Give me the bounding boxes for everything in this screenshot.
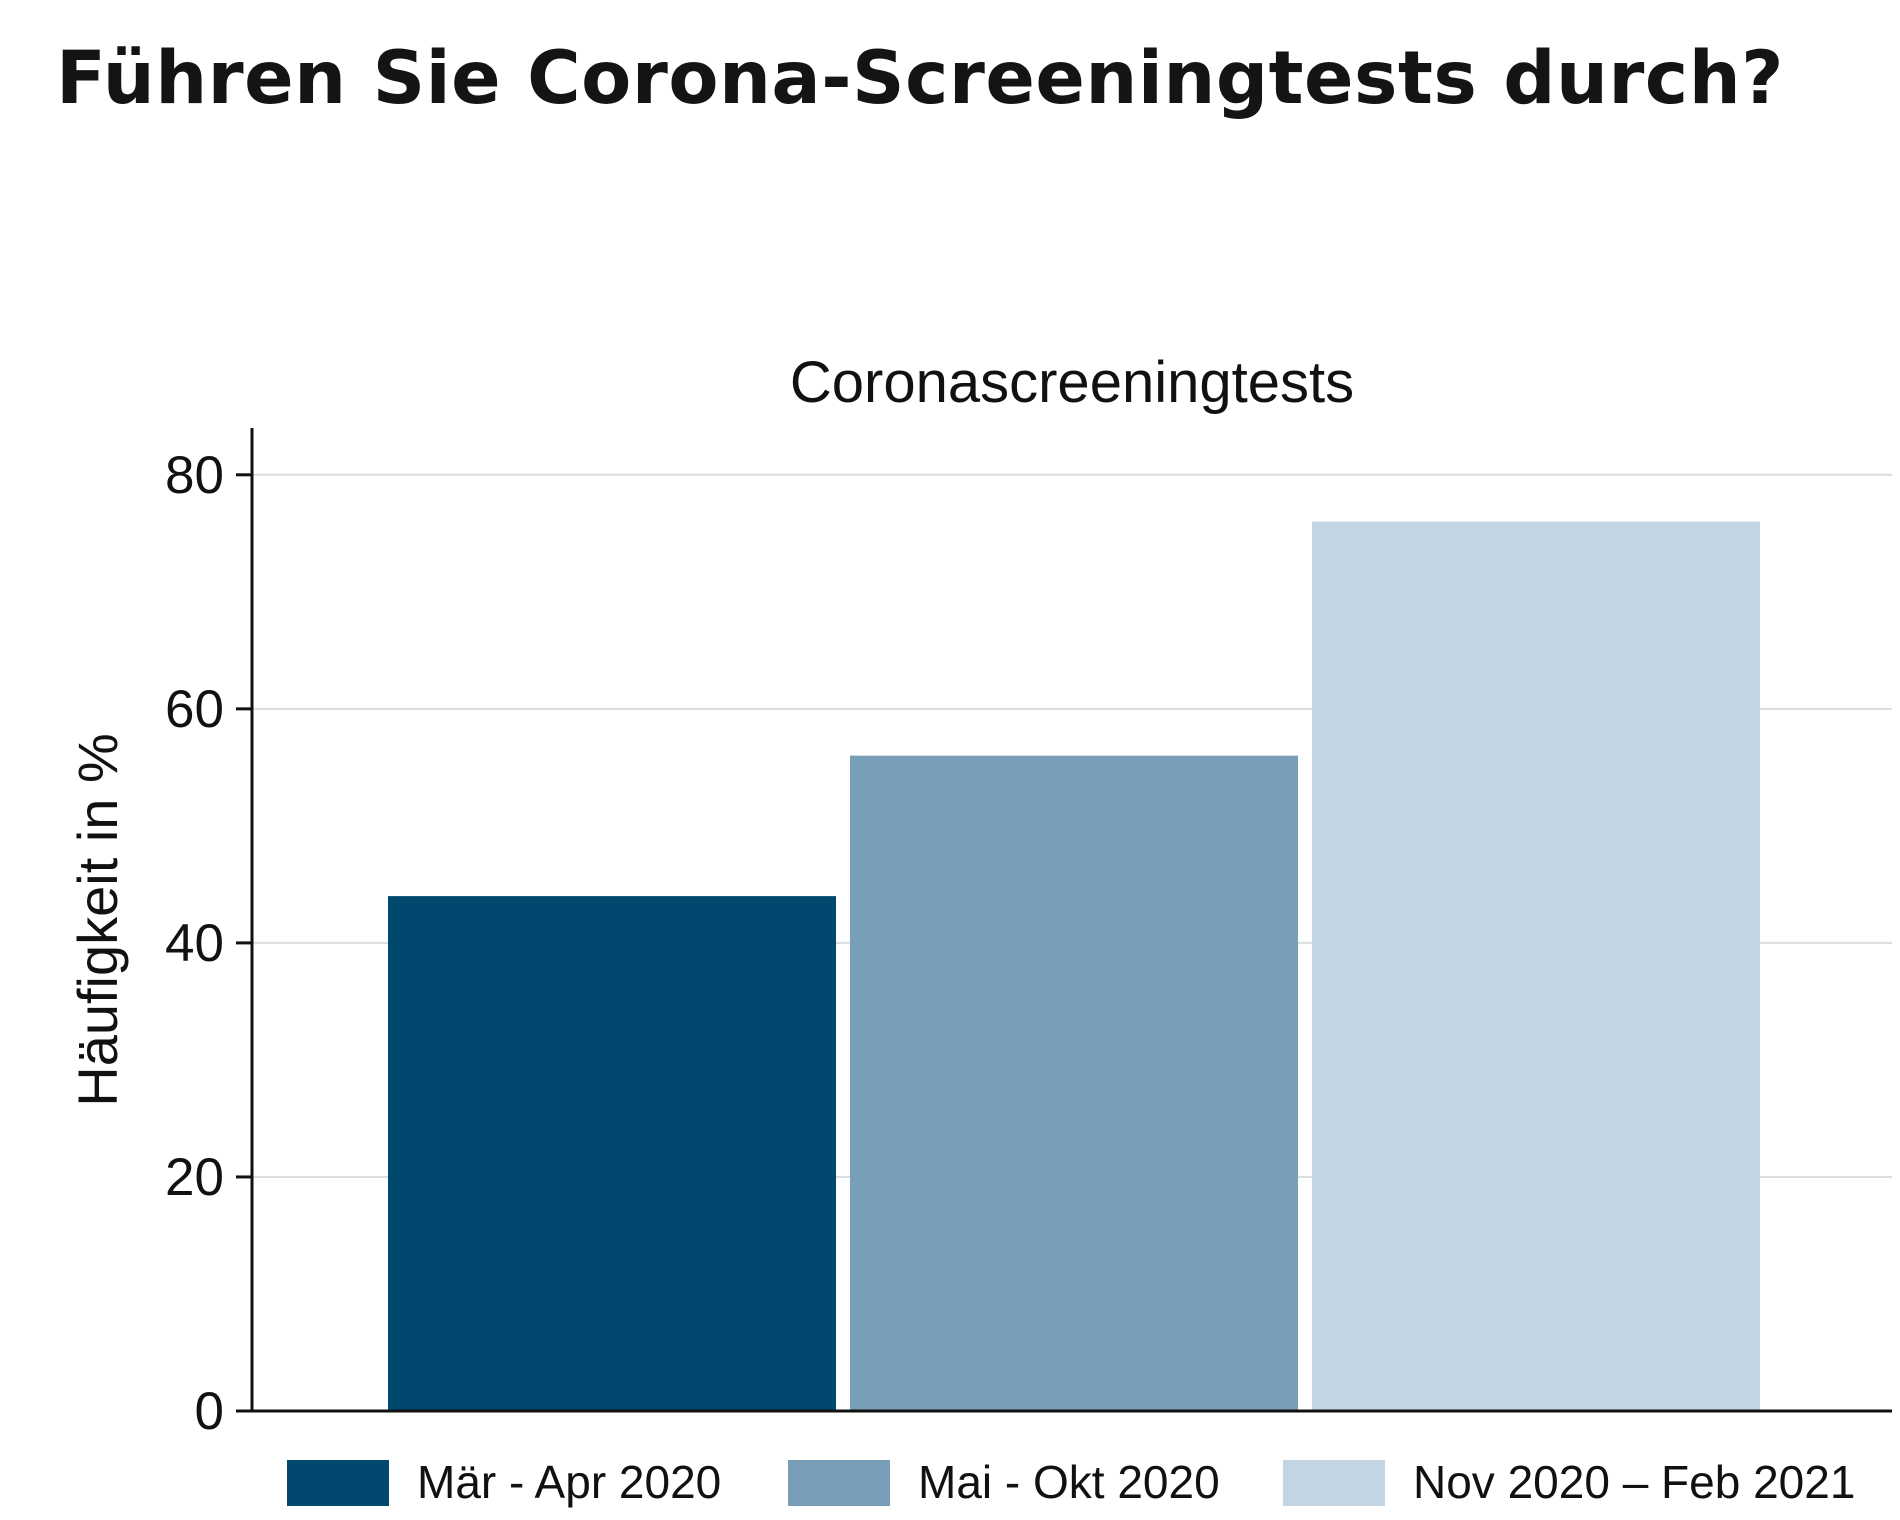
bar [1312,521,1760,1411]
bars [388,521,1760,1411]
legend-label: Mär - Apr 2020 [417,1456,721,1508]
legend-swatch [287,1460,389,1506]
y-tick-label: 60 [165,680,224,739]
y-axis-ticks: 0 20 40 60 80 [165,446,252,1441]
legend-swatch [1283,1460,1385,1506]
y-tick-label: 0 [195,1382,224,1441]
chart-title: Coronascreeningtests [790,350,1354,415]
y-tick-label: 20 [165,1148,224,1207]
y-axis-label: Häufigkeit in % [66,733,129,1107]
headline: Führen Sie Corona-Screeningtests durch? [56,36,1785,121]
legend-label: Mai - Okt 2020 [918,1456,1220,1508]
bar [388,896,836,1411]
bar [850,755,1298,1411]
legend: Mär - Apr 2020 Mai - Okt 2020 Nov 2020 – F… [287,1456,1855,1508]
legend-label: Nov 2020 – Feb 2021 [1413,1456,1855,1508]
y-tick-label: 40 [165,914,224,973]
y-tick-label: 80 [165,446,224,505]
legend-swatch [788,1460,890,1506]
